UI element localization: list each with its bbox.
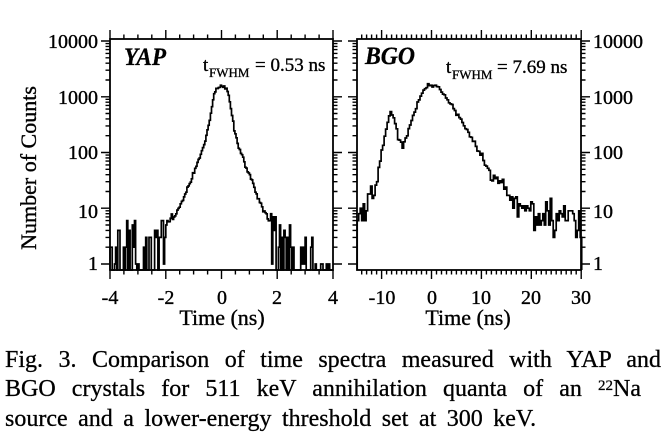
svg-text:Time (ns): Time (ns) xyxy=(179,305,264,330)
svg-text:Time (ns): Time (ns) xyxy=(425,305,510,330)
svg-text:1: 1 xyxy=(88,253,98,275)
svg-text:0: 0 xyxy=(427,287,437,309)
svg-text:FWHM: FWHM xyxy=(209,65,250,80)
svg-text:YAP: YAP xyxy=(124,44,167,71)
svg-text:30: 30 xyxy=(571,287,591,309)
svg-text:-2: -2 xyxy=(158,287,175,309)
svg-text:-4: -4 xyxy=(102,287,119,309)
svg-text:1: 1 xyxy=(593,253,603,275)
svg-text:FWHM: FWHM xyxy=(452,67,493,82)
svg-text:0: 0 xyxy=(217,287,227,309)
svg-text:BGO: BGO xyxy=(364,43,415,70)
svg-text:= 7.69 ns: = 7.69 ns xyxy=(497,57,567,78)
svg-text:1000: 1000 xyxy=(593,87,633,109)
svg-text:= 0.53 ns: = 0.53 ns xyxy=(255,55,325,76)
svg-text:10: 10 xyxy=(593,201,613,223)
svg-text:10000: 10000 xyxy=(593,31,643,53)
svg-text:4: 4 xyxy=(328,287,338,309)
svg-text:10: 10 xyxy=(78,201,98,223)
svg-text:t: t xyxy=(446,57,452,78)
svg-text:10000: 10000 xyxy=(48,31,98,53)
svg-text:-10: -10 xyxy=(369,287,396,309)
svg-text:2: 2 xyxy=(272,287,282,309)
svg-text:100: 100 xyxy=(68,142,98,164)
svg-text:20: 20 xyxy=(521,287,541,309)
svg-text:Number of Counts: Number of Counts xyxy=(16,86,41,250)
svg-text:t: t xyxy=(203,55,209,76)
svg-text:10: 10 xyxy=(471,287,491,309)
svg-text:100: 100 xyxy=(593,142,623,164)
svg-text:1000: 1000 xyxy=(58,87,98,109)
